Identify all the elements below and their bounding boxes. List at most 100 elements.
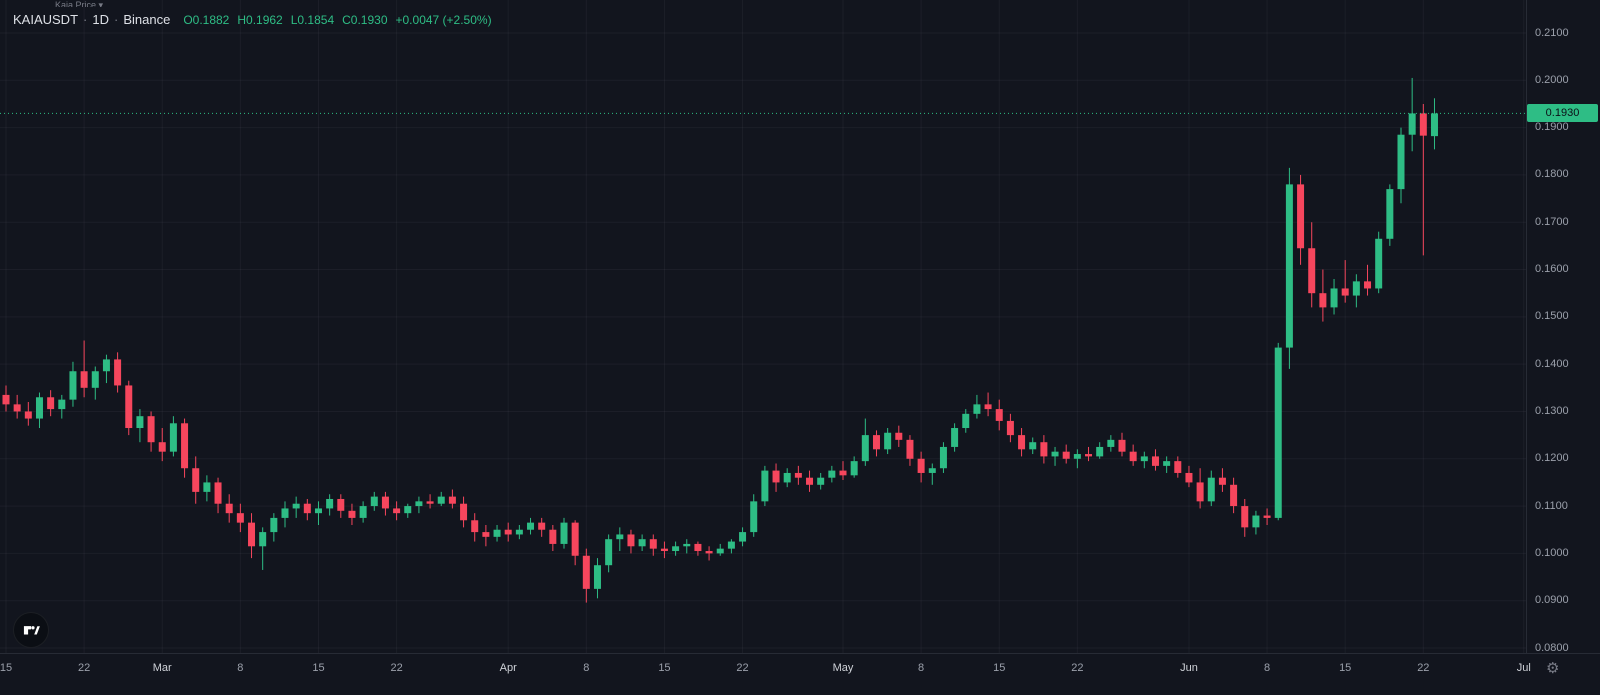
time-axis-label: 15 [0, 662, 13, 674]
time-axis-label: 8 [918, 662, 925, 674]
time-axis[interactable]: 15 22 Mar 8 15 22 Apr 8 15 22 May 8 15 22 Jun 8 15 22 Jul [0, 653, 1600, 695]
exchange-label[interactable]: Binance [123, 12, 171, 27]
price-axis-label: 0.2000 [1535, 73, 1569, 86]
candle-body-down [1085, 454, 1093, 457]
candle-body-down [192, 468, 200, 492]
candle-body-down [2, 394, 10, 405]
candle-body-down [1341, 288, 1349, 296]
candle-body-down [1419, 113, 1427, 136]
ohlc-close: C0.1930 [342, 13, 388, 27]
candle-body-down [348, 510, 356, 518]
candle-body-up [1408, 113, 1416, 135]
candle-body-down [303, 503, 311, 514]
candle-body-up [1285, 184, 1293, 348]
candle-body-up [716, 548, 724, 554]
candle-body-up [560, 522, 568, 544]
candle-body-down [549, 529, 557, 544]
time-axis-label: 15 [1339, 662, 1352, 674]
candle-body-down [649, 539, 657, 549]
candle-body-down [1308, 248, 1316, 294]
time-axis-label: 22 [77, 662, 91, 674]
candle-body-up [672, 546, 680, 552]
mini-title-text: Kaia Price [55, 0, 97, 7]
candle-body-up [1252, 515, 1260, 528]
candlestick-chart[interactable] [0, 0, 1526, 653]
time-axis-label: Jul [1516, 662, 1531, 674]
candle-body-up [1397, 134, 1405, 190]
candle-body-down [248, 522, 256, 547]
time-axis-label: Mar [152, 662, 172, 674]
candle-body-down [1263, 515, 1271, 518]
candle-body-up [270, 517, 278, 533]
mini-symbol-title[interactable]: Kaia Price ▾ [55, 0, 500, 7]
candle-body-down [13, 404, 21, 412]
candle-body-up [593, 565, 601, 589]
candle-body-up [727, 541, 735, 549]
candle-body-down [1118, 439, 1126, 452]
ohlc-high: H0.1962 [237, 13, 283, 27]
candle-body-down [839, 470, 847, 476]
time-axis-label: 8 [237, 662, 244, 674]
price-axis-label: 0.1200 [1535, 452, 1569, 465]
time-axis-label: Apr [499, 662, 517, 674]
candle-body-up [1029, 442, 1037, 450]
price-axis-label: 0.2100 [1535, 26, 1569, 39]
candle-body-up [169, 423, 177, 452]
candle-body-down [1185, 472, 1193, 483]
candle-body-up [884, 432, 892, 450]
candle-body-up [58, 399, 66, 410]
time-axis-label: 22 [1417, 662, 1430, 674]
candle-body-up [515, 529, 523, 535]
candle-body-down [1364, 281, 1372, 289]
candle-body-down [471, 520, 479, 533]
candle-body-up [1430, 113, 1438, 137]
candle-body-down [1129, 451, 1137, 462]
candle-body-up [493, 529, 501, 537]
last-price-label: 0.1930 [1527, 104, 1598, 123]
candle-body-up [203, 482, 211, 492]
tradingview-logo[interactable] [13, 612, 49, 648]
candle-body-up [437, 496, 445, 504]
candle-body-up [616, 534, 624, 540]
ohlc-low: L0.1854 [290, 13, 335, 27]
chevron-down-icon: ▾ [96, 0, 104, 7]
candle-body-up [404, 506, 412, 514]
price-axis-label: 0.1000 [1535, 546, 1569, 559]
candle-body-down [582, 555, 590, 589]
candle-body-down [660, 548, 668, 552]
candle-body-up [1140, 456, 1148, 462]
candle-body-up [739, 532, 747, 542]
candle-body-up [292, 503, 300, 509]
candle-body-down [1196, 482, 1204, 502]
settings-icon[interactable]: ⚙ [1546, 660, 1560, 677]
candle-body-down [538, 522, 546, 530]
candle-body-up [783, 472, 791, 483]
candle-body-down [181, 423, 189, 469]
candle-body-up [638, 539, 646, 547]
candle-body-down [571, 522, 579, 556]
symbol-title[interactable]: KAIAUSDT [13, 12, 79, 27]
ohlc-change: +0.0047 (+2.50%) [395, 13, 492, 27]
price-axis-label: 0.1400 [1535, 357, 1569, 370]
candle-body-up [359, 506, 367, 518]
candle-body-down [381, 496, 389, 509]
candle-body-up [817, 477, 825, 485]
candle-body-down [1218, 477, 1226, 485]
candle-body-up [750, 501, 758, 533]
candle-body-down [80, 371, 88, 388]
candle-body-up [91, 371, 99, 388]
candle-body-down [694, 543, 702, 552]
time-axis-label: 15 [993, 662, 1006, 674]
candle-body-down [794, 472, 802, 478]
candle-body-down [158, 442, 166, 452]
candle-body-up [281, 508, 289, 518]
separator-dot: · [113, 12, 119, 27]
candle-body-down [906, 439, 914, 459]
price-axis-label: 0.1100 [1535, 499, 1568, 512]
candle-body-up [136, 416, 144, 429]
candle-body-up [259, 532, 267, 547]
interval-label[interactable]: 1D [92, 12, 109, 27]
price-axis[interactable]: 0.2100 0.2000 0.1900 0.1800 0.1700 0.1600 0.15… [1526, 0, 1600, 654]
candle-body-down [1151, 456, 1159, 466]
candle-body-up [35, 397, 43, 419]
